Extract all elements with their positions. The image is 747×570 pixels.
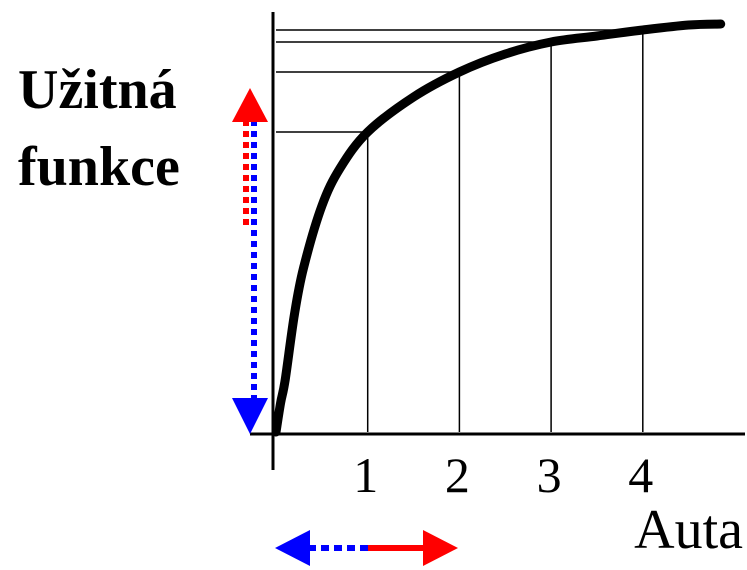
y-axis-label-line-1: Užitná xyxy=(18,59,177,121)
utility-curve xyxy=(271,19,726,437)
arrow-up-red-icon xyxy=(232,88,268,122)
vertical-double-arrow xyxy=(232,88,268,434)
x-axis-label: Auta xyxy=(634,499,743,561)
reference-lines xyxy=(276,29,644,432)
horizontal-double-arrow xyxy=(275,530,458,566)
arrow-right-red-icon xyxy=(423,530,458,566)
x-tick-label-3: 3 xyxy=(537,447,562,503)
arrow-left-blue-icon xyxy=(275,530,310,566)
x-tick-label-2: 2 xyxy=(445,447,470,503)
y-axis-label-line-2: funkce xyxy=(18,136,180,198)
arrow-down-blue-icon xyxy=(232,398,268,434)
x-tick-label-1: 1 xyxy=(353,447,378,503)
x-tick-labels: 1 2 3 4 xyxy=(353,447,653,503)
x-tick-label-4: 4 xyxy=(628,447,653,503)
